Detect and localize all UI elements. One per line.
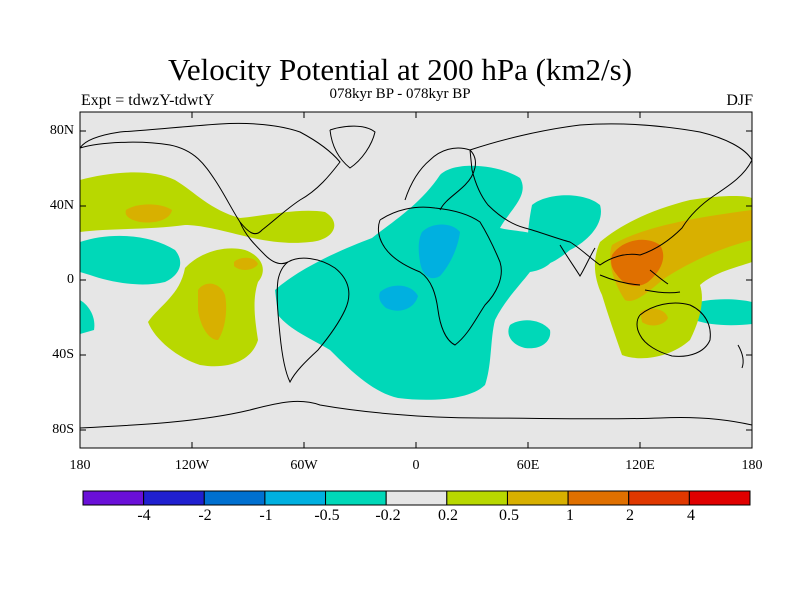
lat-tick-label: 0 — [67, 272, 74, 287]
colorbar-box — [385, 490, 448, 506]
colorbar-label: -4 — [137, 507, 151, 524]
lon-tick-label: 60E — [516, 458, 540, 473]
axis-ticks — [79, 112, 753, 448]
coast-australia — [636, 302, 711, 357]
field-negative-east-pacific-sliver — [305, 294, 330, 308]
colorbar-box — [567, 490, 630, 506]
coast-new-zealand — [737, 344, 744, 369]
experiment-label: Expt = tdwzY-tdwtY — [81, 92, 215, 109]
coastlines — [80, 122, 752, 429]
plot-title: Velocity Potential at 200 hPa (km2/s) — [167, 52, 633, 87]
field-negative-indian — [508, 320, 551, 349]
colorbar-box — [628, 490, 690, 506]
coast-central-america — [239, 221, 289, 265]
colorbar-box — [82, 490, 145, 506]
colorbar-label: 1 — [566, 507, 574, 524]
field-negative-core-africa — [418, 224, 460, 279]
lat-tick-label: 40S — [52, 347, 74, 362]
lon-tick-label: 0 — [412, 458, 420, 473]
colorbar-label: -0.5 — [314, 507, 340, 524]
field-positive-north-pacific — [80, 172, 335, 243]
lon-tick-label: 120W — [174, 458, 210, 473]
colorbar-label: 0.5 — [499, 507, 519, 524]
colorbar-label: 4 — [687, 507, 695, 524]
colorbar-box — [688, 490, 751, 506]
colorbar-box — [506, 490, 569, 506]
field-negative-arabia — [527, 195, 601, 266]
colorbar-label: -2 — [198, 507, 212, 524]
season-label: DJF — [726, 92, 753, 109]
field-positive-north-pacific-core — [125, 204, 172, 223]
coast-north-america — [80, 122, 341, 235]
colorbar-box — [325, 490, 387, 506]
lat-tick-label: 40N — [49, 198, 74, 213]
field-positive-east-pacific-core — [198, 283, 227, 340]
field-positive-panama — [234, 257, 258, 270]
colorbar — [82, 490, 751, 506]
coast-greenland — [329, 125, 376, 169]
lat-tick-label: 80N — [49, 123, 74, 138]
lon-tick-label: 60W — [290, 458, 318, 473]
field-negative-west-pacific — [80, 235, 181, 285]
field-positive-australia-core — [640, 308, 668, 326]
plot-subtitle: 078kyr BP - 078kyr BP — [329, 86, 471, 102]
colorbar-label: 0.2 — [438, 507, 458, 524]
lat-tick-label: 80S — [52, 422, 74, 437]
lon-tick-label: 120E — [625, 458, 655, 473]
field-negative-sw-pacific — [80, 300, 95, 334]
colorbar-box — [203, 490, 266, 506]
colorbar-box — [446, 490, 508, 506]
coast-south-america — [276, 257, 350, 384]
colorbar-label: -1 — [259, 507, 273, 524]
colorbar-box — [143, 490, 205, 506]
coast-indonesia — [599, 269, 681, 294]
coast-india — [559, 244, 596, 277]
coast-africa — [377, 206, 502, 346]
field-negative-core-atlantic — [379, 285, 418, 311]
colorbar-label: -0.2 — [375, 507, 401, 524]
coast-antarctica — [80, 400, 752, 429]
coast-asia — [469, 123, 752, 266]
lon-tick-label: 180 — [69, 458, 91, 473]
field-negative-atlantic — [275, 165, 556, 400]
lon-tick-label: 180 — [741, 458, 763, 473]
velocity-potential-field — [80, 165, 752, 400]
colorbar-label: 2 — [626, 507, 634, 524]
colorbar-box — [264, 490, 327, 506]
